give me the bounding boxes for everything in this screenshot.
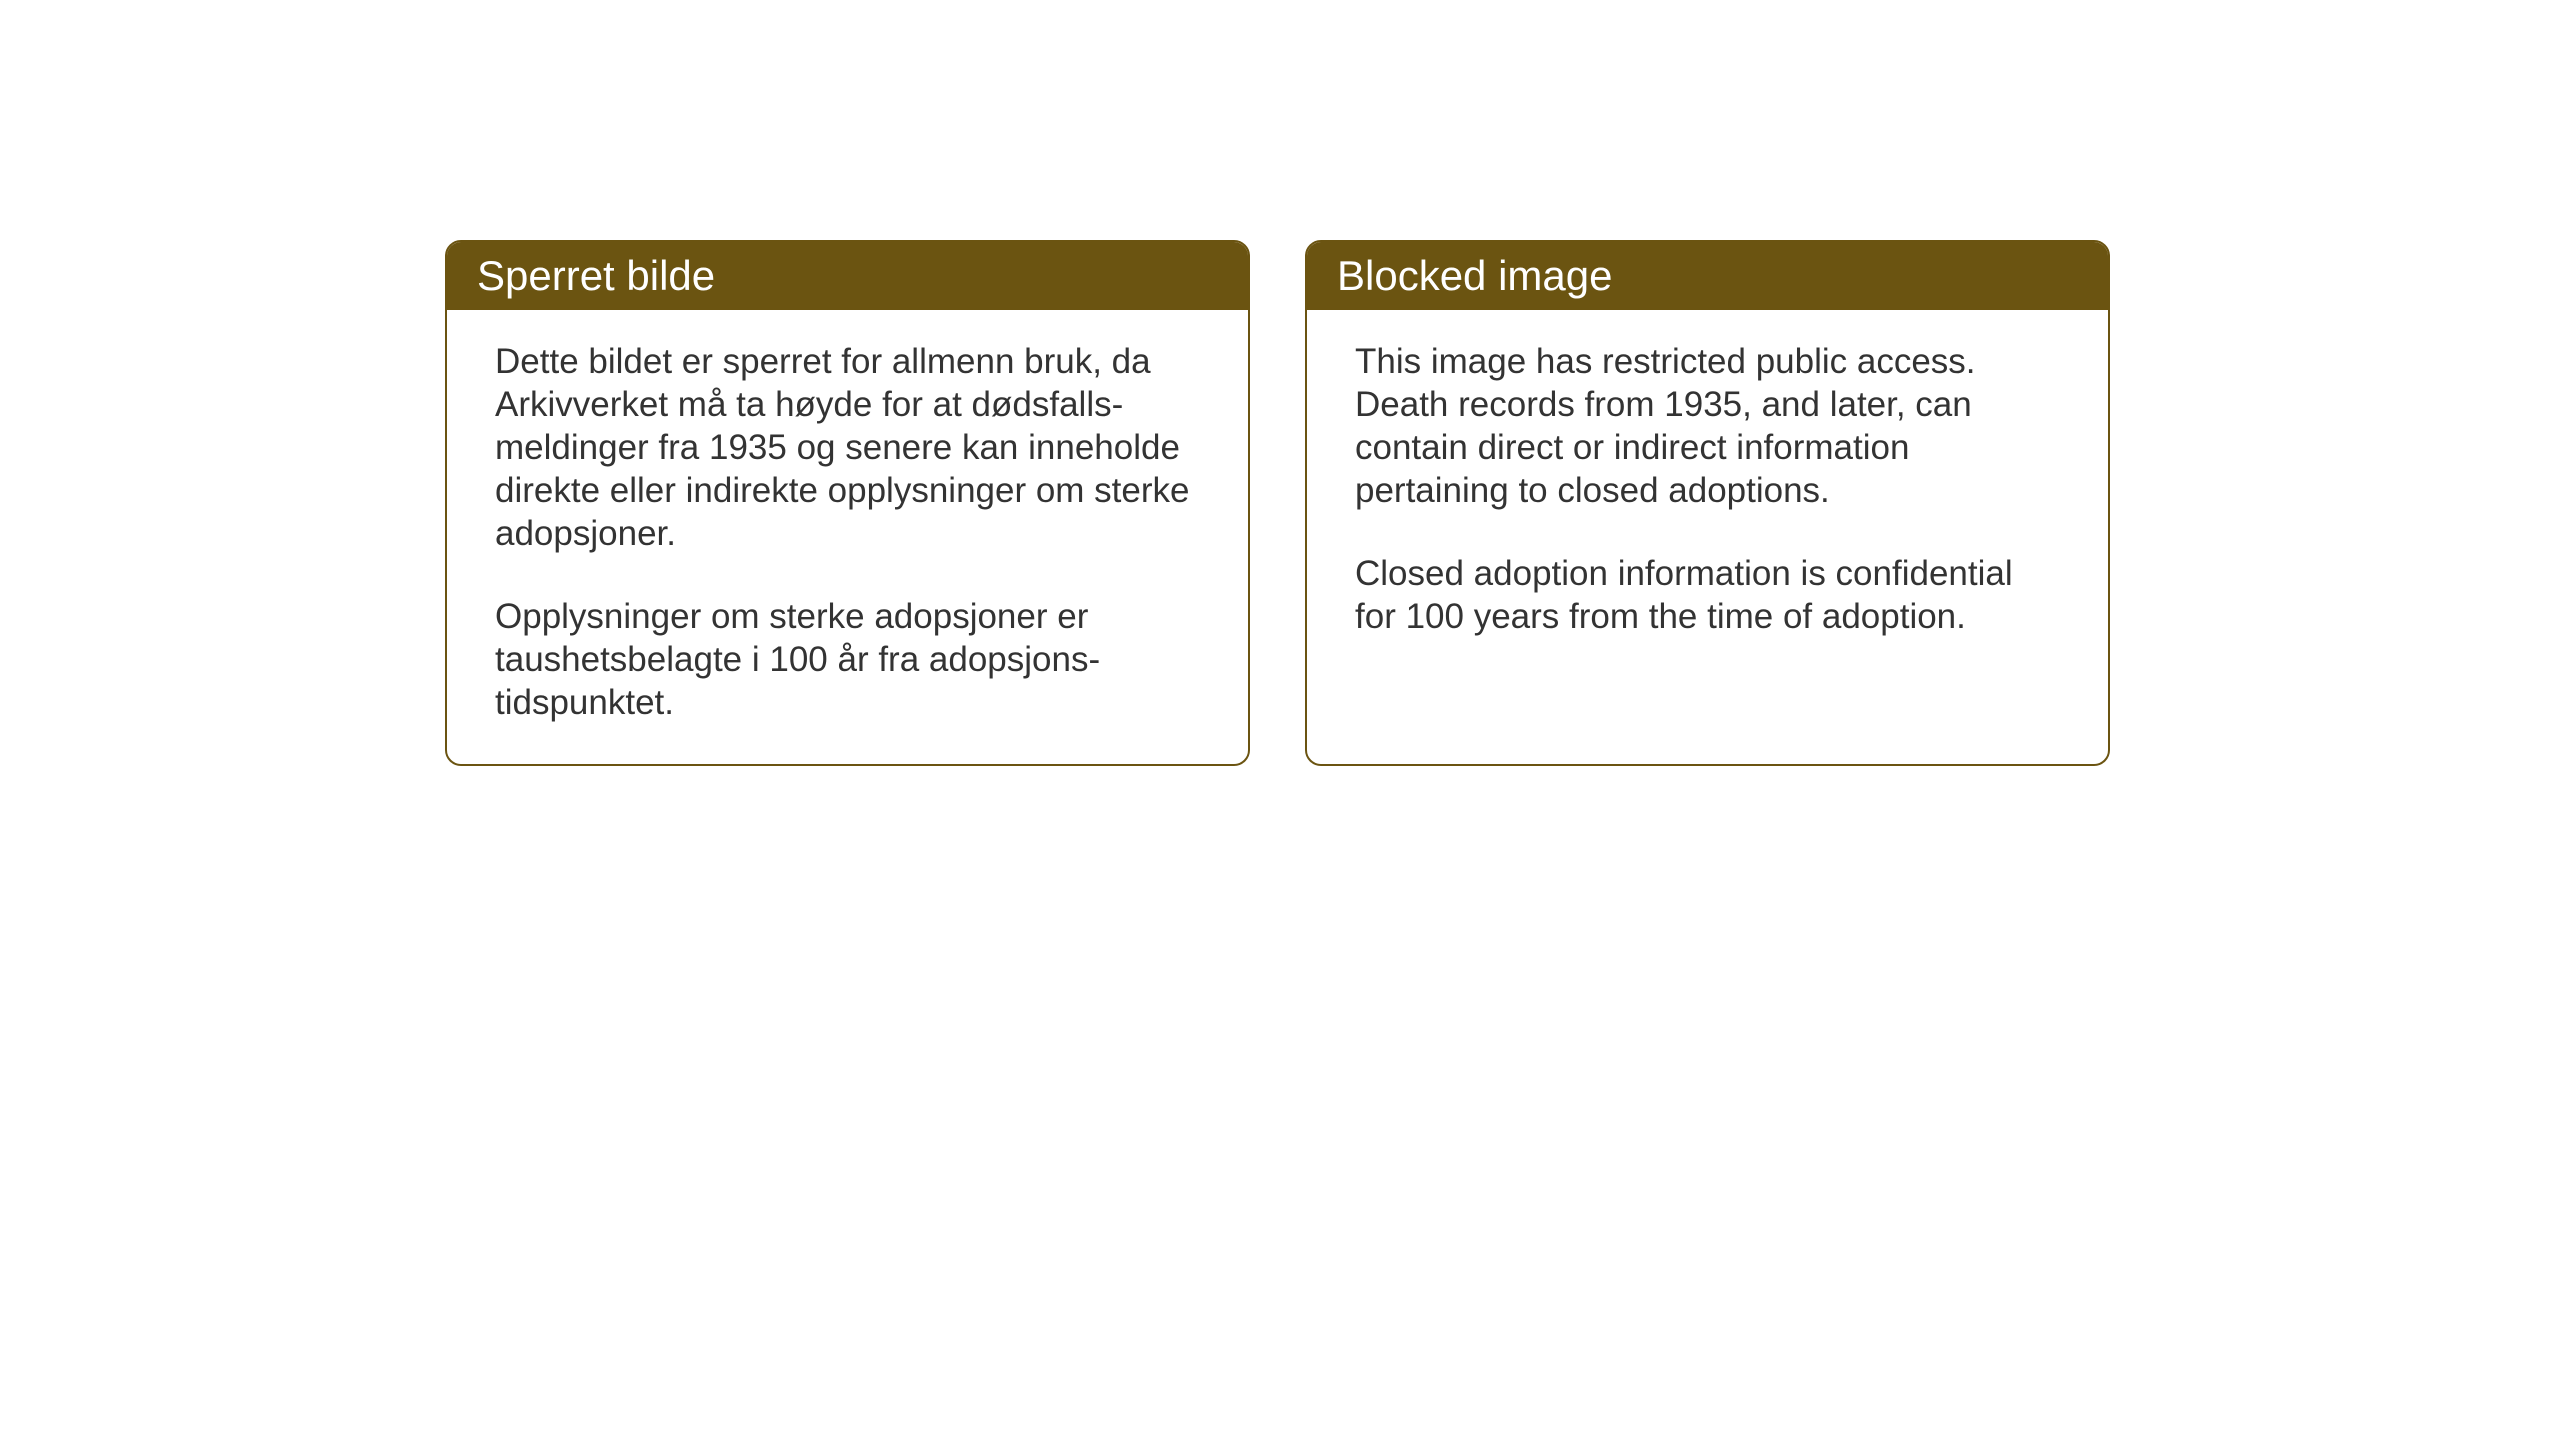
notice-paragraph-1-norwegian: Dette bildet er sperret for allmenn bruk… [495,340,1200,555]
notice-container: Sperret bilde Dette bildet er sperret fo… [445,240,2110,766]
notice-header-norwegian: Sperret bilde [447,242,1248,310]
notice-body-english: This image has restricted public access.… [1307,310,2108,678]
notice-paragraph-2-norwegian: Opplysninger om sterke adopsjoner er tau… [495,595,1200,724]
notice-paragraph-1-english: This image has restricted public access.… [1355,340,2060,512]
notice-card-english: Blocked image This image has restricted … [1305,240,2110,766]
notice-paragraph-2-english: Closed adoption information is confident… [1355,552,2060,638]
notice-card-norwegian: Sperret bilde Dette bildet er sperret fo… [445,240,1250,766]
notice-header-english: Blocked image [1307,242,2108,310]
notice-body-norwegian: Dette bildet er sperret for allmenn bruk… [447,310,1248,764]
